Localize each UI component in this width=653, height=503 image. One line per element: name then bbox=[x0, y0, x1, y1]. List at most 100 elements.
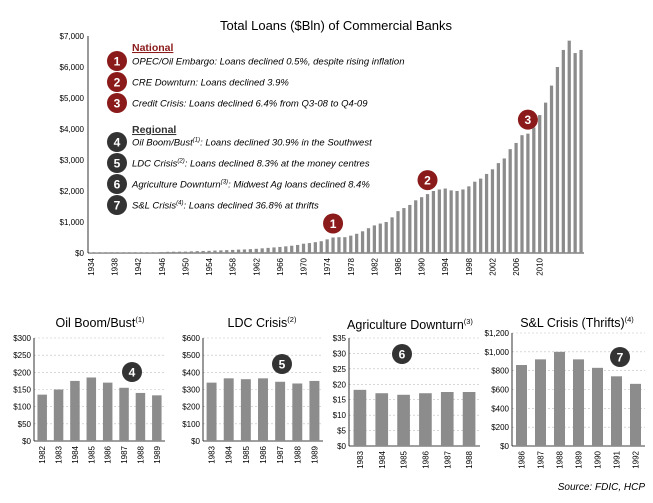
badge-number: 7 bbox=[114, 198, 121, 212]
main-x-tick-label: 1982 bbox=[370, 257, 379, 275]
main-x-tick-label: 1966 bbox=[276, 257, 285, 275]
panel-x-tick-label: 1989 bbox=[575, 450, 584, 468]
panel-x-tick-label: 1992 bbox=[632, 450, 641, 468]
main-bar bbox=[231, 249, 235, 253]
badge-circle bbox=[323, 213, 344, 234]
panel-y-tick-label: $100 bbox=[13, 403, 31, 412]
annotation-text: Oil Boom/Bust(1): Loans declined 30.9% i… bbox=[132, 138, 372, 149]
badge-number: 7 bbox=[617, 350, 624, 364]
marker-badge-3: 3 bbox=[517, 109, 538, 130]
panel-x-tick-label: 1988 bbox=[465, 450, 474, 468]
main-bar bbox=[502, 158, 506, 253]
panel-x-tick-label: 1986 bbox=[421, 450, 430, 468]
panel-y-tick-label: $500 bbox=[182, 351, 200, 360]
panel-bar bbox=[119, 387, 129, 441]
panel-x-tick-label: 1987 bbox=[537, 450, 546, 468]
main-bar bbox=[337, 237, 341, 253]
main-x-tick-label: 1990 bbox=[418, 257, 427, 275]
badge-number: 3 bbox=[114, 96, 121, 110]
main-bar bbox=[526, 133, 530, 253]
annotation-badge-3: 3 bbox=[107, 93, 127, 113]
main-bar bbox=[225, 250, 229, 253]
annotation-badge-5: 5 bbox=[107, 153, 127, 173]
panel-bar bbox=[152, 395, 162, 441]
main-bar bbox=[514, 142, 518, 253]
badge-number: 5 bbox=[114, 156, 121, 170]
source-note: Source: FDIC, HCP bbox=[558, 482, 646, 493]
panel-y-tick-label: $400 bbox=[182, 368, 200, 377]
panel-y-tick-label: $0 bbox=[500, 442, 509, 451]
main-bar bbox=[219, 250, 223, 253]
main-x-tick-label: 1946 bbox=[158, 257, 167, 275]
main-bar bbox=[266, 247, 270, 253]
main-x-tick-label: 2002 bbox=[488, 257, 497, 275]
panel-bar bbox=[206, 382, 217, 441]
main-x-tick-label: 1958 bbox=[229, 257, 238, 275]
main-bar bbox=[532, 127, 536, 253]
main-bar bbox=[160, 252, 164, 253]
panel-y-tick-label: $300 bbox=[182, 386, 200, 395]
panel-y-tick-label: $5 bbox=[337, 427, 346, 436]
panel-bar bbox=[534, 359, 547, 446]
panel-x-tick-label: 1983 bbox=[356, 450, 365, 468]
main-bar bbox=[437, 189, 441, 253]
main-bar bbox=[307, 243, 312, 253]
badge-circle bbox=[107, 174, 127, 194]
main-bar bbox=[136, 252, 140, 253]
panel-title: Agriculture Downturn(3) bbox=[347, 317, 473, 332]
main-bar bbox=[112, 252, 117, 253]
main-y-tick-label: $3,000 bbox=[60, 156, 85, 165]
badge-number: 1 bbox=[330, 217, 337, 231]
panel-y-tick-label: $600 bbox=[491, 386, 509, 395]
main-bar bbox=[431, 191, 436, 253]
main-bar bbox=[319, 241, 323, 253]
panel-title-main: Agriculture Downturn bbox=[347, 318, 464, 332]
main-bar bbox=[331, 237, 335, 253]
main-x-tick-label: 1950 bbox=[181, 257, 190, 275]
main-x-tick-label: 2010 bbox=[536, 257, 545, 275]
panel-badge-7: 7 bbox=[610, 347, 630, 367]
main-bar bbox=[443, 188, 447, 253]
main-bar bbox=[425, 194, 430, 253]
main-bar bbox=[290, 245, 294, 253]
panel-x-tick-label: 1988 bbox=[556, 450, 565, 468]
main-bar bbox=[549, 85, 554, 253]
panel-x-tick-label: 1985 bbox=[400, 450, 409, 468]
panel-y-tick-label: $10 bbox=[333, 411, 347, 420]
badge-circle bbox=[517, 109, 538, 130]
panel-title-main: Oil Boom/Bust bbox=[55, 316, 135, 330]
annotation-badge-2: 2 bbox=[107, 72, 127, 92]
panel-bar bbox=[37, 394, 47, 441]
panel-y-tick-label: $150 bbox=[13, 386, 31, 395]
regional-header: Regional bbox=[132, 124, 176, 136]
main-bar bbox=[520, 135, 524, 253]
main-bar bbox=[355, 233, 359, 253]
main-bar bbox=[579, 49, 583, 254]
annotation-sup: (4) bbox=[176, 201, 183, 207]
main-bar bbox=[242, 249, 247, 253]
annotation-text-main: Agriculture Downturn bbox=[131, 180, 221, 191]
panel-badge-5: 5 bbox=[272, 354, 292, 374]
main-x-tick-label: 1998 bbox=[465, 257, 474, 275]
panel-y-tick-label: $600 bbox=[182, 334, 200, 343]
main-bar bbox=[366, 228, 371, 253]
panel-y-tick-label: $15 bbox=[333, 396, 347, 405]
panel-bar bbox=[102, 382, 113, 441]
panel-bar bbox=[462, 392, 476, 446]
badge-circle bbox=[417, 170, 438, 191]
annotation-text-rest: : Loans declined 30.9% in the Southwest bbox=[200, 138, 372, 149]
panel-2: LDC Crisis(2) $0 $100 $200 $300 $400 $500 $600 1… bbox=[182, 315, 323, 464]
main-bar bbox=[171, 251, 176, 253]
main-x-tick-label: 1962 bbox=[252, 257, 261, 275]
panel-x-tick-label: 1984 bbox=[225, 445, 234, 463]
annotation-text-main: S&L Crisis bbox=[132, 201, 176, 212]
main-x-tick-label: 1978 bbox=[347, 257, 356, 275]
panel-x-tick-label: 1988 bbox=[136, 445, 145, 463]
panel-y-tick-label: $200 bbox=[182, 403, 200, 412]
badge-circle bbox=[272, 354, 292, 374]
badge-circle bbox=[610, 347, 630, 367]
main-bar bbox=[248, 249, 253, 253]
main-bar bbox=[195, 251, 199, 253]
badge-circle bbox=[107, 51, 127, 71]
